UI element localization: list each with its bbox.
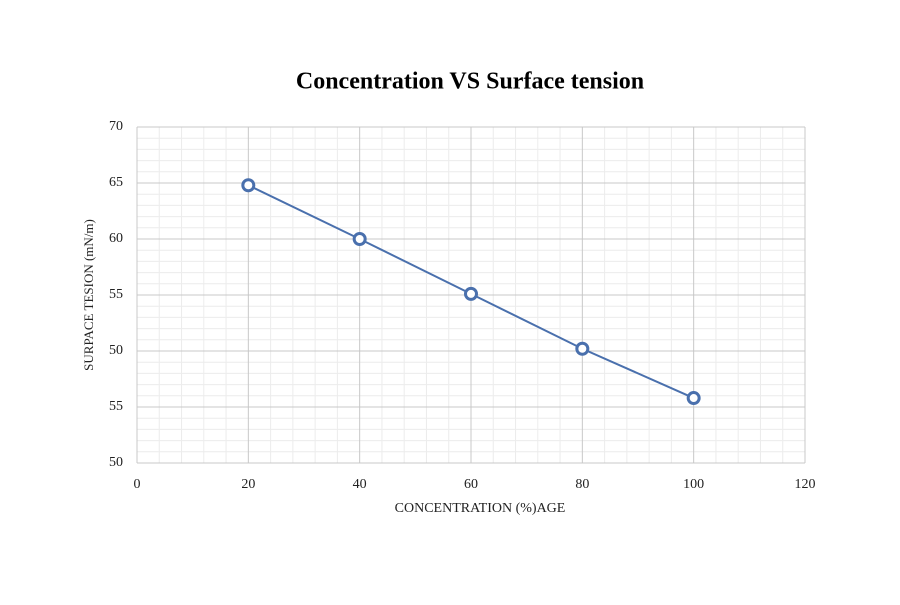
y-tick-label: 55	[109, 287, 123, 302]
x-tick-label: 100	[683, 477, 704, 492]
x-axis-label: CONCENTRATION (%)AGE	[395, 501, 566, 516]
data-point	[241, 178, 256, 193]
x-tick-label: 80	[575, 477, 589, 492]
y-tick-label: 50	[109, 343, 123, 358]
y-tick-label: 55	[109, 399, 123, 414]
y-tick-label: 60	[109, 231, 123, 246]
y-tick-label: 70	[109, 119, 123, 134]
y-axis-label: SURPACE TESION (mN/m)	[81, 219, 96, 371]
data-point	[464, 286, 478, 301]
data-point	[686, 391, 701, 406]
x-tick-label: 120	[795, 477, 816, 492]
plot	[241, 178, 701, 406]
x-tick-label: 40	[353, 477, 367, 492]
y-tick-label: 50	[109, 455, 123, 470]
x-tick-label: 60	[464, 477, 478, 492]
y-tick-label: 65	[109, 175, 123, 190]
chart-title: Concentration VS Surface tension	[296, 69, 644, 95]
data-point	[575, 341, 590, 356]
x-tick-label: 20	[241, 477, 255, 492]
x-tick-label: 0	[134, 477, 141, 492]
data-point	[352, 232, 367, 246]
